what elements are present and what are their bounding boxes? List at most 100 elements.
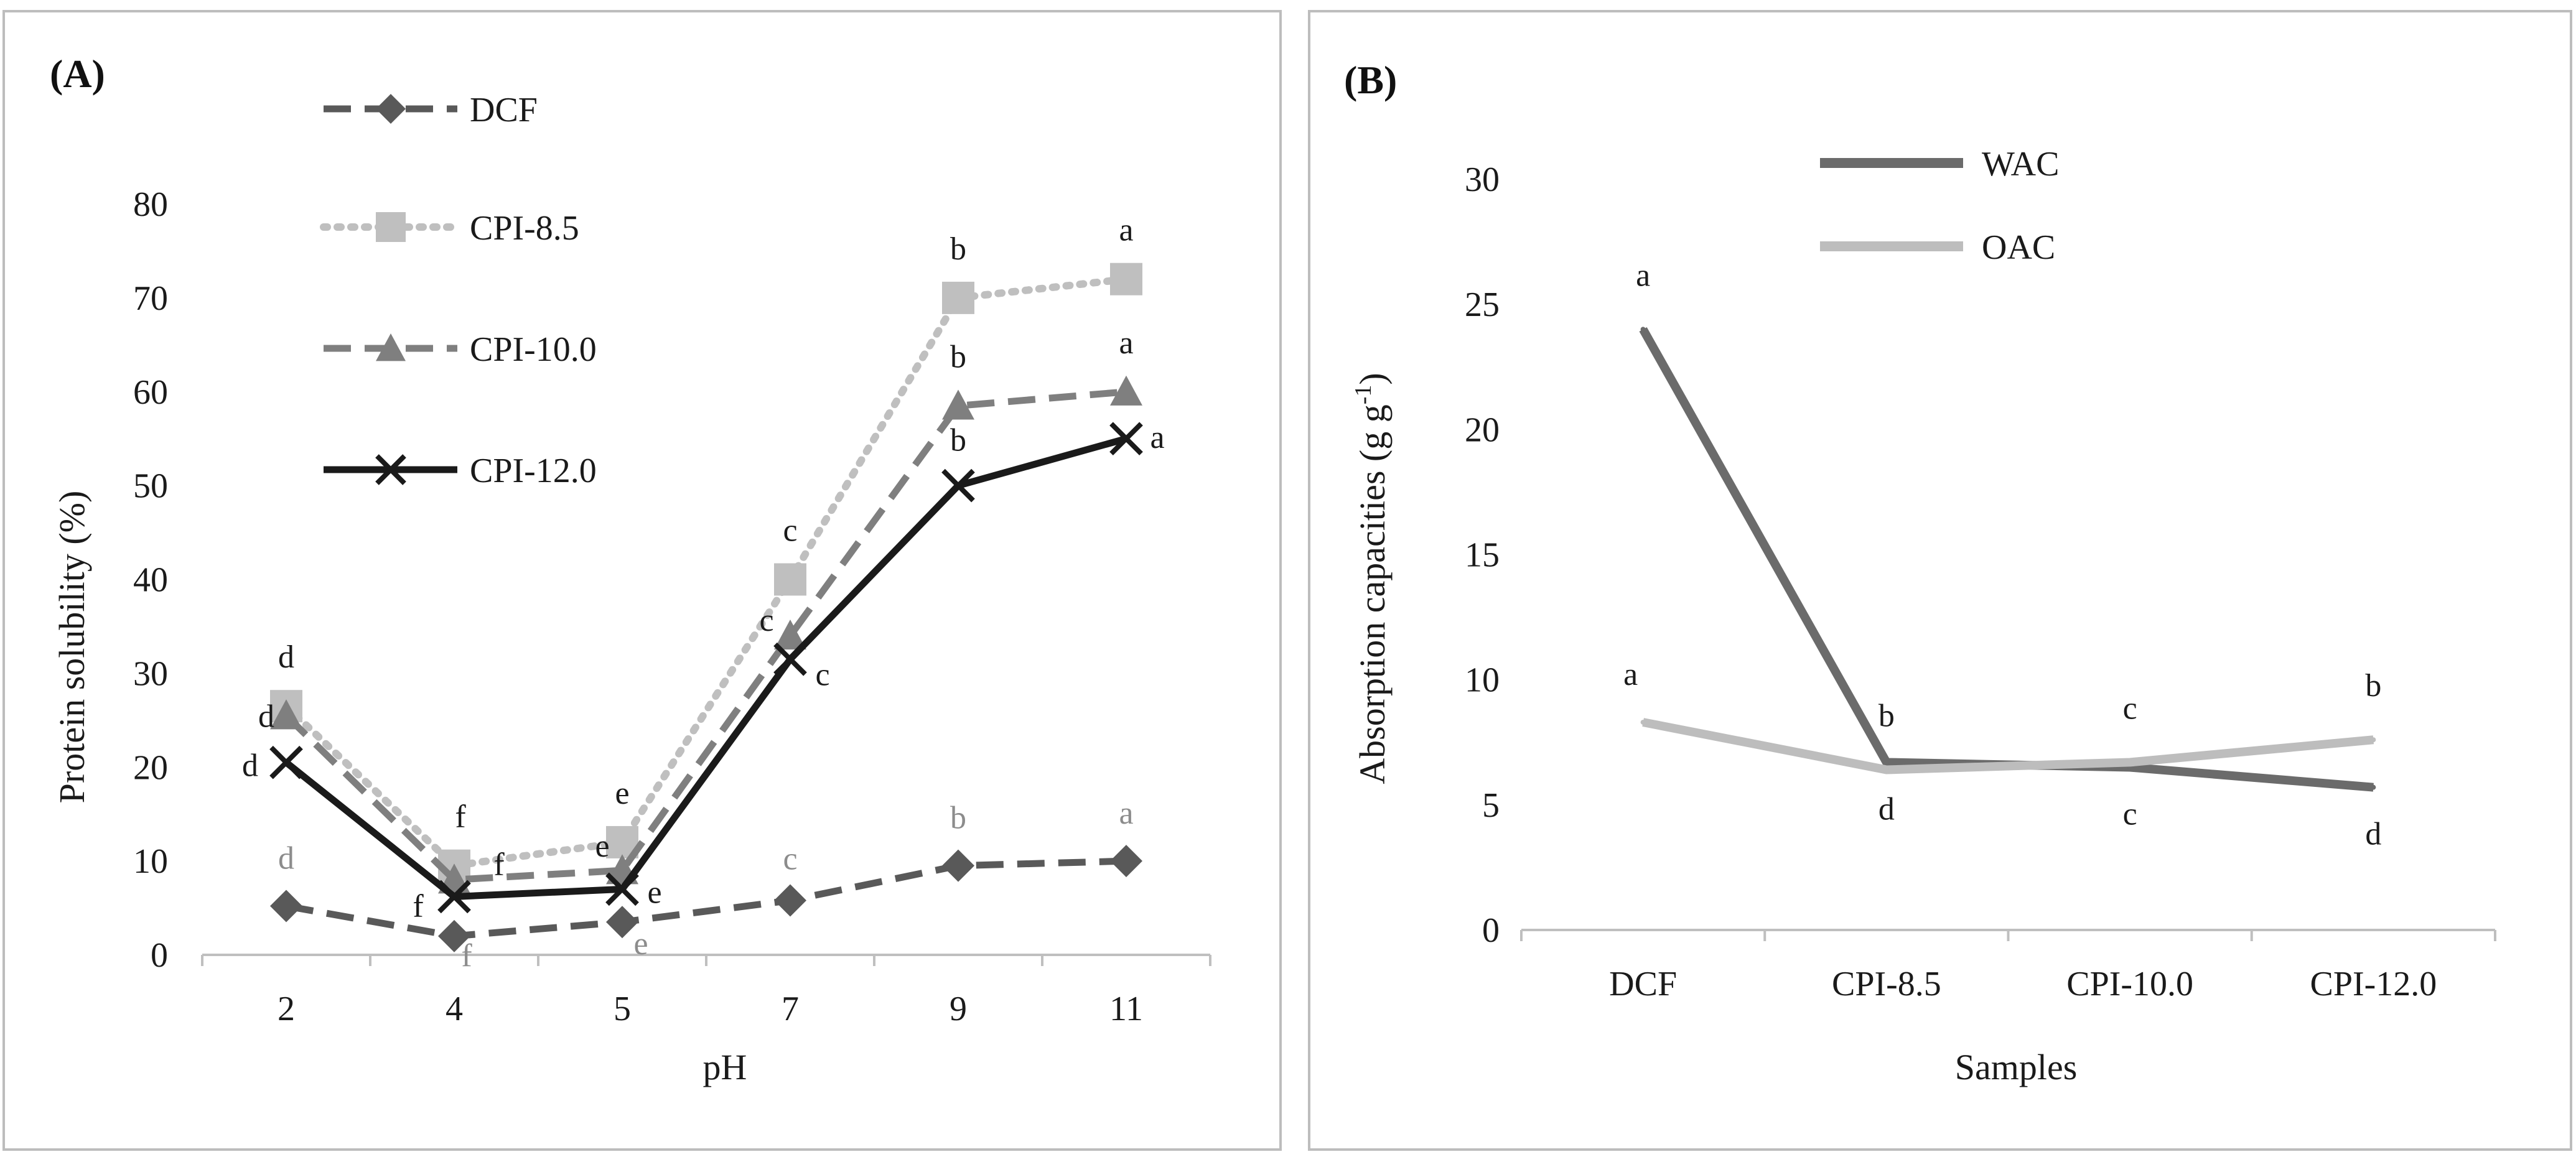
series-line-dcf (286, 857, 1127, 940)
significance-label-wac: a (1636, 258, 1650, 293)
panel-b-y-axis-title-end: ) (1352, 373, 1393, 384)
data-point-cpi-10-0 (270, 699, 302, 730)
data-point-cpi-12-0-stroke (269, 745, 303, 779)
panel-b-legend: WAC OAC (1820, 145, 2059, 267)
significance-label-cpi-8-5: f (455, 799, 466, 835)
legend-label-dcf: DCF (470, 91, 538, 129)
significance-label-cpi-12-0: b (950, 423, 966, 458)
data-point-cpi-10-0 (942, 389, 974, 420)
data-point-oac (2127, 760, 2133, 765)
data-point-wac (2371, 784, 2376, 790)
legend-label-cpi-8-5: CPI-8.5 (470, 209, 579, 248)
panel-a-x-tick-label: 7 (782, 990, 799, 1028)
panel-a-y-tick-label: 30 (133, 654, 168, 693)
series-oac: a b c b (1623, 657, 2381, 774)
data-point-dcf (774, 884, 806, 917)
significance-label-cpi-10-0: a (1119, 325, 1133, 361)
significance-label-oac: b (2365, 668, 2381, 704)
significance-label-cpi-8-5: e (615, 776, 629, 811)
significance-label-cpi-12-0: c (815, 658, 829, 693)
significance-label-dcf: a (1119, 796, 1133, 831)
panel-b-y-tick-label: 10 (1465, 661, 1500, 700)
panel-b-y-tick-label: 0 (1482, 911, 1500, 950)
panel-a-y-axis-title: Protein solubility (%) (52, 491, 92, 804)
data-point-cpi-8-5 (774, 563, 806, 596)
legend-marker-dcf (376, 94, 406, 124)
panel-b-plot-area: a d c d a b c b (1623, 258, 2381, 852)
legend-label-wac: WAC (1982, 145, 2059, 184)
panel-a-x-tick-label: 9 (950, 990, 967, 1028)
data-point-cpi-12-0 (605, 872, 639, 906)
panel-a-y-tick-label: 10 (133, 842, 168, 881)
data-point-wac (1640, 327, 1646, 332)
panel-b-x-tick-label: DCF (1609, 965, 1677, 1003)
data-point-cpi-10-0 (774, 620, 806, 650)
series-line-cpi-10-0 (284, 388, 1127, 883)
legend-label-oac: OAC (1982, 228, 2055, 267)
data-point-cpi-12-0 (437, 880, 471, 914)
legend-marker-cpi-10-0 (376, 333, 406, 361)
panel-b-y-axis-title-main: Absorption capacities (g g (1352, 404, 1393, 784)
significance-label-wac: d (1878, 791, 1895, 827)
panel-a-y-tick-label: 60 (133, 373, 168, 412)
series-line-cpi-8-5 (282, 275, 1130, 870)
data-point-cpi-8-5 (942, 281, 974, 314)
data-point-cpi-12-0-stroke (605, 872, 639, 906)
data-point-dcf (942, 849, 974, 882)
panel-a-plot-area: d f e c b a d f e c b a d f e c b a d f e c b a (242, 213, 1165, 974)
significance-label-cpi-12-0: e (647, 875, 661, 910)
panel-a-y-tick-label: 0 (151, 936, 168, 975)
data-point-cpi-12-0 (269, 745, 303, 779)
data-point-cpi-12-0 (941, 468, 975, 503)
panel-b-y-axis-title-sup: -1 (1350, 385, 1376, 405)
data-point-cpi-8-5 (1110, 263, 1142, 295)
panel-a-x-tick-label: 2 (278, 990, 295, 1028)
panel-a-x-tick-label: 11 (1109, 990, 1143, 1028)
legend-marker-cpi-12-0 (375, 454, 406, 485)
panel-b-x-tick-label: CPI-8.5 (1832, 965, 1941, 1003)
legend-marker-cpi-12-0-stroke (375, 454, 406, 485)
significance-label-cpi-8-5: d (278, 639, 294, 675)
panel-a-frame (2, 10, 1282, 1151)
panel-a-y-tick-label: 70 (133, 279, 168, 318)
panel-b-y-tick-label: 15 (1465, 536, 1500, 575)
data-point-dcf (270, 890, 302, 923)
panel-b-y-tick-label: 5 (1482, 786, 1500, 825)
data-point-dcf (1110, 845, 1142, 878)
data-point-wac (1883, 760, 1889, 765)
data-point-oac (1883, 767, 1889, 773)
panel-a-y-tick-label: 50 (133, 467, 168, 506)
panel-b-label: (B) (1344, 58, 1397, 102)
data-point-oac (1640, 720, 1646, 725)
panel-a-y-tick-label: 80 (133, 185, 168, 224)
significance-label-cpi-10-0: e (595, 829, 609, 864)
panel-a-x-axis-title: pH (703, 1047, 747, 1087)
significance-label-cpi-8-5: b (950, 231, 966, 267)
significance-label-cpi-8-5: a (1119, 213, 1133, 248)
series-cpi-12-0: d f e c b a (242, 420, 1165, 924)
significance-label-cpi-10-0: b (950, 339, 966, 374)
panel-a-axes: 0 10 20 30 40 50 60 70 80 2 4 5 7 9 11 (133, 185, 1211, 1028)
panel-b-y-axis-title: Absorption capacities (g g-1) (1350, 373, 1393, 784)
panel-b-y-tick-label: 30 (1465, 160, 1500, 199)
data-point-cpi-12-0-stroke (1109, 422, 1143, 456)
panel-a-y-tick-label: 40 (133, 561, 168, 600)
significance-label-oac: b (1878, 699, 1895, 734)
significance-label-cpi-10-0: c (759, 603, 773, 638)
panel-a-label: (A) (50, 52, 105, 96)
significance-label-cpi-12-0: d (242, 748, 258, 784)
panel-b-x-tick-label: CPI-12.0 (2310, 965, 2437, 1003)
series-dcf: d f e c b a (270, 796, 1142, 974)
data-point-dcf (438, 919, 470, 952)
data-point-cpi-12-0-stroke (773, 642, 807, 676)
significance-label-oac: c (2123, 690, 2137, 726)
significance-label-dcf: c (783, 841, 797, 876)
significance-label-cpi-10-0: f (493, 847, 505, 882)
significance-label-cpi-12-0: a (1150, 420, 1164, 455)
significance-label-cpi-12-0: f (413, 888, 424, 924)
data-point-cpi-12-0 (773, 642, 807, 676)
panel-a-x-tick-label: 5 (614, 990, 631, 1028)
panel-a-legend: DCF CPI-8.5 CPI-10.0 CPI-12.0 (320, 91, 597, 490)
legend-marker-cpi-8-5 (376, 212, 406, 242)
